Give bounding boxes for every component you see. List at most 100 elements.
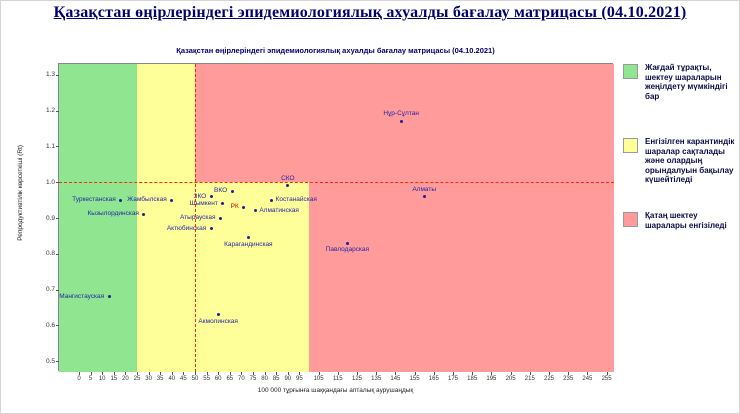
point-label: РК: [230, 203, 239, 211]
legend-label: Енгізілген карантиндік шаралар сақталады…: [645, 137, 735, 185]
x-tick-label: 15: [110, 376, 118, 382]
point-label: Актюбинская: [166, 224, 207, 232]
x-tick-label: 70: [238, 376, 245, 382]
legend-item-1: Жағдай тұрақты, шектеу шараларын жеңілде…: [623, 63, 737, 101]
data-point: [219, 216, 223, 220]
x-tick-label: 55: [203, 376, 210, 382]
zone-caution-yellow-low: [195, 182, 309, 372]
x-tick: [90, 372, 92, 375]
x-tick-label: 115: [333, 376, 343, 382]
x-tick: [510, 372, 512, 375]
y-tick: [56, 74, 59, 76]
x-tick-label: 35: [156, 376, 164, 382]
x-tick-label: 90: [284, 376, 292, 382]
y-tick: [56, 253, 59, 255]
x-tick: [113, 372, 115, 375]
x-tick: [148, 372, 150, 375]
y-tick-label: 1.0: [45, 178, 55, 186]
y-axis-label: Репродуктивтілік көрсеткіші (Rt): [17, 145, 24, 241]
legend-swatch: [623, 64, 638, 79]
x-tick-label: 10: [98, 376, 106, 382]
x-tick-label: 85: [272, 376, 280, 382]
x-tick: [587, 372, 589, 375]
x-tick-label: 45: [180, 376, 187, 382]
x-tick-label: 75: [249, 376, 257, 382]
x-tick-label: 195: [486, 376, 497, 382]
x-tick: [160, 372, 162, 375]
x-tick: [241, 372, 243, 375]
y-tick-label: 1.1: [45, 142, 55, 150]
data-point: [221, 202, 225, 206]
x-tick: [318, 372, 320, 375]
x-axis-label: 100 000 тұрғынға шаққандағы апталық ауру…: [257, 387, 414, 394]
data-point: [286, 184, 290, 188]
x-tick: [376, 372, 378, 375]
y-tick-label: 0.5: [45, 357, 55, 365]
x-tick-label: 205: [505, 376, 516, 382]
y-tick-label: 0.7: [45, 286, 55, 294]
x-tick-label: 95: [296, 376, 303, 382]
x-tick-label: 185: [467, 376, 478, 382]
x-tick: [276, 372, 278, 375]
data-point: [209, 195, 213, 198]
x-tick-label: 105: [313, 376, 324, 382]
zone-critical-red-top: [195, 64, 614, 183]
point-label: Павлодарская: [325, 246, 370, 254]
x-tick: [453, 372, 454, 375]
data-point: [119, 198, 123, 202]
x-tick: [264, 372, 266, 375]
point-label: Кызылординская: [87, 210, 139, 218]
zone-critical-red-right: [309, 182, 614, 372]
y-tick: [56, 218, 59, 219]
y-tick-label: 0.9: [45, 214, 55, 222]
y-tick-label: 0.6: [45, 321, 55, 329]
x-tick: [299, 372, 301, 375]
x-tick: [491, 372, 493, 375]
x-tick-label: 235: [563, 376, 574, 382]
x-tick-label: 255: [601, 376, 612, 382]
chart-title: Қазақстан өңірлеріндегі эпидемиологиялық…: [176, 46, 495, 55]
x-tick: [549, 372, 550, 375]
x-tick: [472, 372, 474, 375]
x-tick: [195, 372, 196, 375]
header: Қазақстан өңірлеріндегі эпидемиологиялық…: [1, 4, 739, 22]
page-title: Қазақстан өңірлеріндегі эпидемиологиялық…: [53, 4, 687, 21]
x-tick-label: 125: [351, 376, 362, 382]
x-tick-label: 40: [168, 376, 176, 382]
x-tick-label: 65: [226, 376, 234, 382]
x-tick-label: 165: [428, 376, 439, 382]
legend: Жағдай тұрақты, шектеу шараларын жеңілде…: [623, 63, 737, 393]
point-label: Нұр-Сұлтан: [383, 110, 419, 118]
x-tick-label: 145: [390, 376, 401, 382]
point-label: Алматы: [412, 185, 437, 193]
zone-caution-yellow-band: [137, 64, 195, 372]
data-point: [242, 205, 246, 209]
x-tick-label: 20: [122, 376, 129, 382]
chart-panel: Қазақстан өңірлеріндегі эпидемиологиялық…: [1, 35, 739, 413]
data-point: [253, 209, 257, 213]
y-tick-label: 1.3: [45, 71, 55, 79]
x-tick: [183, 372, 185, 375]
y-tick-label: 1.2: [45, 107, 55, 115]
x-tick: [433, 372, 435, 375]
data-point: [230, 189, 234, 193]
point-label: Карагандинская: [224, 240, 273, 248]
y-tick: [56, 325, 59, 327]
point-label: Алматинская: [259, 206, 299, 214]
point-label: Костанайская: [275, 196, 317, 204]
x-tick-label: 215: [524, 376, 535, 382]
data-point: [216, 313, 220, 317]
x-tick: [229, 372, 231, 375]
data-point: [246, 236, 250, 240]
point-label: Жамбылская: [127, 196, 167, 204]
x-tick: [102, 372, 104, 375]
x-tick-label: 80: [261, 376, 268, 382]
x-tick-label: 245: [582, 376, 593, 382]
point-label: ВКО: [214, 187, 228, 195]
point-label: Мангистауская: [59, 292, 105, 300]
x-tick-label: 175: [447, 376, 458, 382]
legend-label: Жағдай тұрақты, шектеу шараларын жеңілде…: [645, 63, 728, 101]
point-label: ЗКО: [193, 192, 207, 200]
y-tick: [56, 289, 59, 291]
